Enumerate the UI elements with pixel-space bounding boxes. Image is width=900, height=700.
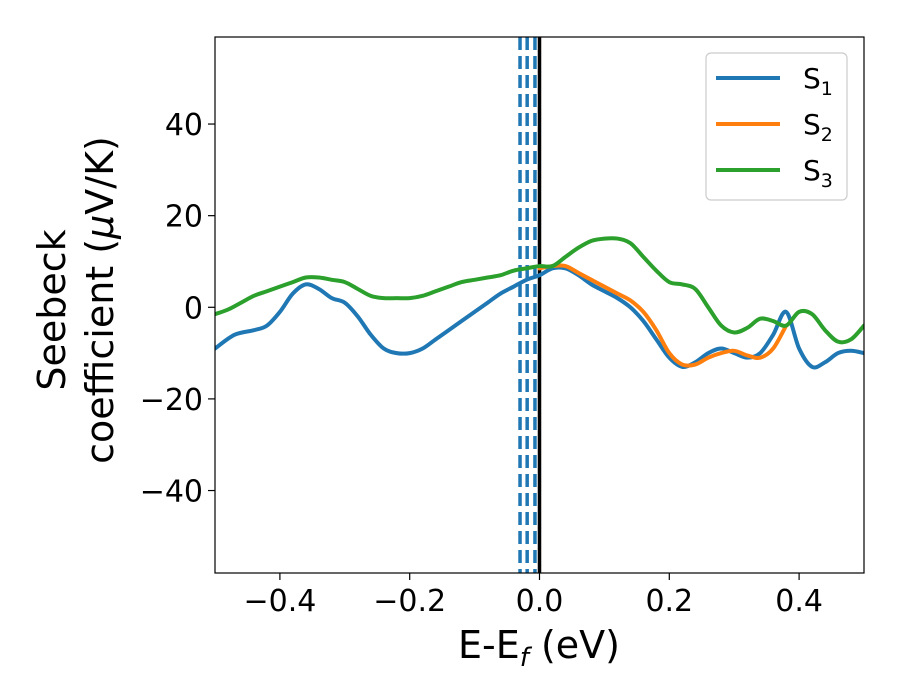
x-tick-label: 0.0 [516, 584, 564, 619]
y-tick-label: 0 [184, 291, 203, 326]
x-tick-label: 0.4 [775, 584, 823, 619]
y-axis-label-line1: Seebeck [30, 229, 74, 390]
y-tick-label: 20 [165, 200, 203, 235]
x-axis-label: E-Ef (eV) [458, 623, 620, 673]
legend-box [705, 52, 848, 201]
y-tick-label: −20 [140, 383, 203, 418]
series-line-s2 [537, 263, 789, 368]
series-line-s1 [215, 265, 864, 370]
y-axis-label: Seebeck coefficient (μV/K) [30, 136, 122, 464]
x-tick-label: 0.2 [645, 584, 693, 619]
legend-label-s2: S2 [803, 108, 833, 146]
y-tick-label: −40 [140, 475, 203, 510]
legend-label-s1: S1 [803, 62, 833, 100]
legend-label-s3: S3 [803, 154, 833, 192]
legend: S1 S2 S3 [705, 52, 848, 201]
x-tick-label: −0.4 [243, 584, 316, 619]
y-axis-label-line2: coefficient (μV/K) [78, 136, 122, 464]
y-tick-label: 40 [165, 108, 203, 143]
series-line-s3 [215, 236, 864, 345]
x-tick-label: −0.2 [373, 584, 446, 619]
